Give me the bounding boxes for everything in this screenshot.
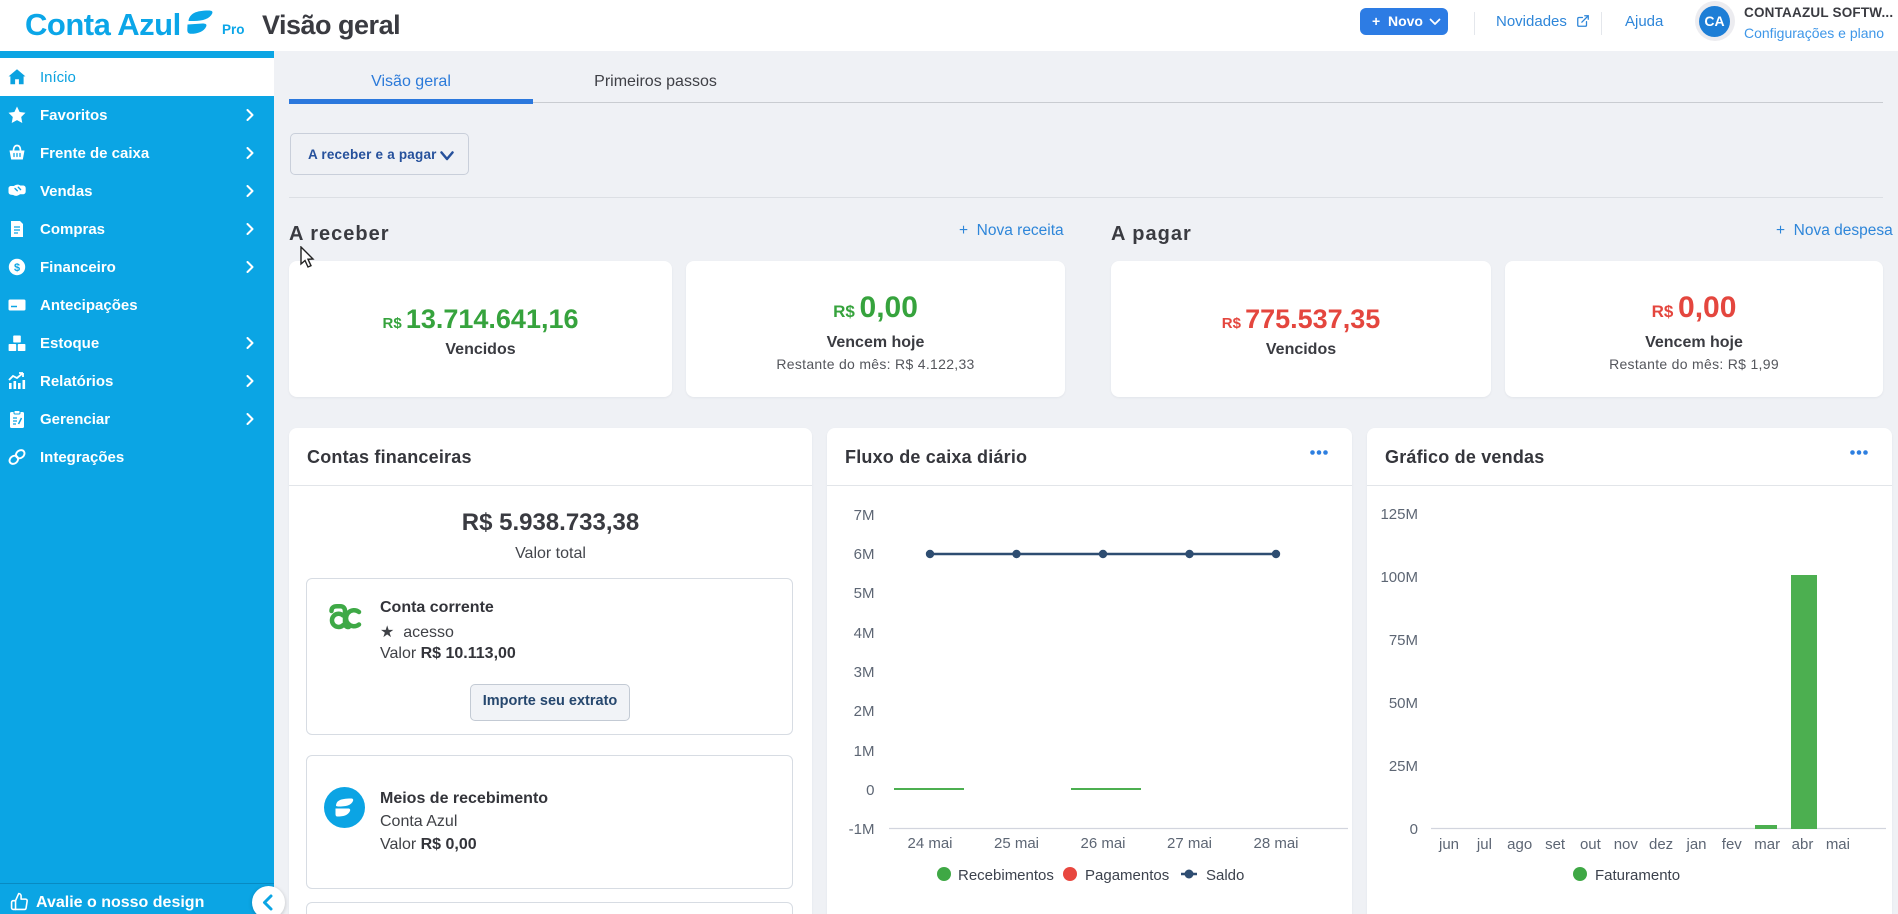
svg-text:Pagamentos: Pagamentos <box>1085 867 1169 884</box>
svg-text:Saldo: Saldo <box>1206 867 1244 884</box>
svg-text:0: 0 <box>866 782 874 799</box>
svg-text:jun: jun <box>1438 836 1459 853</box>
svg-text:mai: mai <box>1826 836 1850 853</box>
svg-text:3M: 3M <box>854 664 875 681</box>
svg-text:100M: 100M <box>1380 569 1418 586</box>
svg-text:mar: mar <box>1754 836 1780 853</box>
svg-text:Faturamento: Faturamento <box>1595 867 1680 884</box>
svg-text:6M: 6M <box>854 546 875 563</box>
svg-text:1M: 1M <box>854 743 875 760</box>
svg-text:25 mai: 25 mai <box>994 835 1039 852</box>
svg-text:nov: nov <box>1614 836 1639 853</box>
svg-text:0: 0 <box>1410 821 1418 838</box>
svg-text:4M: 4M <box>854 625 875 642</box>
svg-text:dez: dez <box>1649 836 1673 853</box>
svg-text:Recebimentos: Recebimentos <box>958 867 1054 884</box>
svg-text:5M: 5M <box>854 585 875 602</box>
svg-text:125M: 125M <box>1380 506 1418 523</box>
svg-text:abr: abr <box>1792 836 1814 853</box>
svg-text:28 mai: 28 mai <box>1253 835 1298 852</box>
svg-text:26 mai: 26 mai <box>1080 835 1125 852</box>
svg-text:ago: ago <box>1507 836 1532 853</box>
svg-text:25M: 25M <box>1389 758 1418 775</box>
svg-text:27 mai: 27 mai <box>1167 835 1212 852</box>
svg-text:jul: jul <box>1476 836 1492 853</box>
svg-text:jan: jan <box>1685 836 1706 853</box>
svg-text:out: out <box>1580 836 1602 853</box>
svg-text:-1M: -1M <box>849 821 875 838</box>
svg-text:2M: 2M <box>854 703 875 720</box>
svg-text:set: set <box>1545 836 1566 853</box>
svg-text:75M: 75M <box>1389 632 1418 649</box>
svg-text:fev: fev <box>1722 836 1743 853</box>
svg-text:24 mai: 24 mai <box>907 835 952 852</box>
svg-text:7M: 7M <box>854 507 875 524</box>
svg-text:50M: 50M <box>1389 695 1418 712</box>
svg-text:$: $ <box>14 262 20 274</box>
